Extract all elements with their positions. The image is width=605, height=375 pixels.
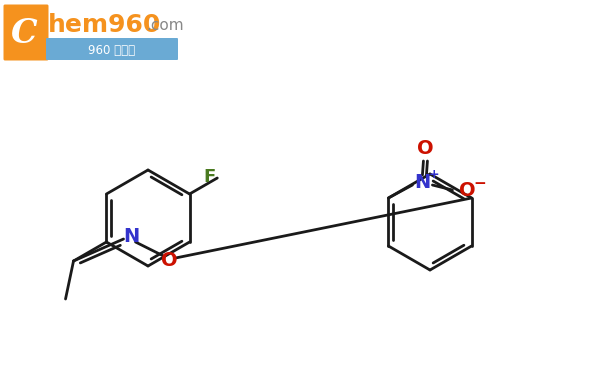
Text: N: N: [414, 174, 431, 192]
Text: O: O: [417, 138, 434, 158]
FancyBboxPatch shape: [46, 38, 178, 60]
Text: hem960: hem960: [48, 13, 162, 38]
Text: C: C: [11, 17, 38, 50]
Text: −: −: [473, 176, 486, 190]
Text: N: N: [123, 228, 140, 246]
FancyBboxPatch shape: [4, 4, 48, 60]
Text: O: O: [161, 251, 178, 270]
Text: O: O: [459, 182, 476, 201]
Text: .com: .com: [146, 18, 184, 33]
Text: F: F: [203, 168, 215, 186]
Text: 960 化工网: 960 化工网: [88, 44, 136, 57]
Text: +: +: [429, 168, 440, 180]
